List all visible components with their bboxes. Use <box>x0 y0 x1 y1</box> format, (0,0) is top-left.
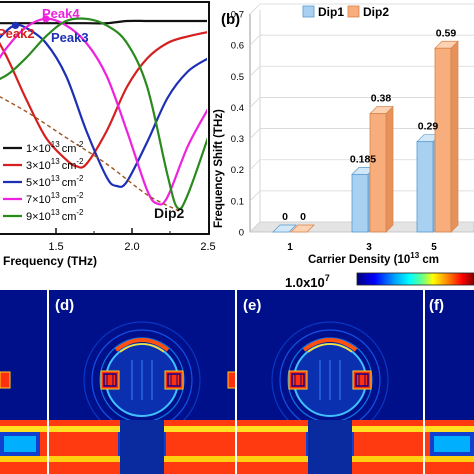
gridline <box>249 128 474 139</box>
gridline <box>249 159 474 170</box>
bar-value-label: 0.59 <box>436 27 457 39</box>
legend-entry: 5×1013 cm-2 <box>3 174 84 189</box>
panel-b-x-axis-title: Carrier Density (1013 cm <box>308 251 439 266</box>
panel-a-x-axis-title: Frequency (THz) <box>3 254 97 268</box>
panel-a-curves <box>0 17 207 211</box>
legend-swatch-dip1 <box>302 5 315 18</box>
panel-a-frame <box>0 1 210 235</box>
y-tick-label: 0.3 <box>231 134 244 145</box>
gridline <box>249 221 474 233</box>
colorbar: 1.0x107 <box>285 272 474 290</box>
peak3-label: Peak3 <box>51 30 89 45</box>
x-tick-label: 2.0 <box>124 241 139 253</box>
gridline <box>249 97 474 108</box>
panel-a-peak-markers <box>11 15 50 29</box>
bar-value-label: 0.29 <box>418 121 439 133</box>
bar-dip1-1 <box>272 224 297 233</box>
peak2-label: Peak2 <box>0 26 35 41</box>
gridline <box>249 190 474 202</box>
gridline <box>249 65 474 77</box>
panel-b-value-labels: 0 0 0.185 0.38 0.29 0.59 <box>282 27 456 223</box>
x-category-label: 3 <box>366 242 372 253</box>
series-line-2 <box>0 31 207 169</box>
legend-entry: 1×1013 cm-2 <box>3 140 84 155</box>
peak-marker <box>42 15 50 23</box>
field-map-label-e: (e) <box>243 297 261 314</box>
y-tick-label: 0.5 <box>231 72 244 83</box>
bar-dip2-1 <box>290 224 315 233</box>
series-line-1 <box>0 19 207 25</box>
y-tick-label: 0.6 <box>231 41 244 52</box>
panel-b-bars <box>272 40 459 233</box>
panel-b-y-ticks: 0 0.1 0.2 0.3 0.4 0.5 0.6 0.7 <box>231 10 244 239</box>
panel-b-legend: Dip1 Dip2 <box>302 5 389 19</box>
x-category-label: 5 <box>431 242 437 253</box>
field-map-e <box>271 321 389 439</box>
dip2-trend-line <box>0 96 178 211</box>
peak4-label: Peak4 <box>42 6 80 21</box>
bar-value-label: 0.38 <box>371 93 392 105</box>
legend-label-dip2: Dip2 <box>363 5 389 19</box>
legend-entry: 9×1013 cm-2 <box>3 208 84 223</box>
panel-b-gridlines <box>249 3 474 233</box>
gridline <box>249 34 474 46</box>
series-line-3 <box>0 23 207 188</box>
bar-value-label: 0 <box>282 211 288 223</box>
panel-a-legend: 1×1013 cm-2 3×1013 cm-2 5×1013 cm-2 7×1013 c… <box>3 140 84 223</box>
y-tick-label: 0.7 <box>231 10 244 21</box>
x-tick-label: 2.5 <box>200 241 215 253</box>
x-category-label: 1 <box>287 242 293 253</box>
field-map-label-d: (d) <box>55 297 74 314</box>
colorbar-gradient <box>356 272 474 286</box>
x-tick-label: 1.5 <box>48 241 63 253</box>
series-line-4 <box>0 17 207 206</box>
series-line-5 <box>0 17 207 211</box>
field-map-label-f: (f) <box>429 297 444 314</box>
gridline <box>249 3 474 15</box>
bar-dip2-3 <box>369 105 394 233</box>
panel-b: 00.10.20.30.40.50.60.7 0 00.1850.380.290.… <box>213 3 474 266</box>
panel-a-x-ticks: 1.5 2.0 2.5 <box>48 228 216 253</box>
peak-marker <box>11 21 20 29</box>
field-maps: (d) (e) (f) <box>0 290 474 474</box>
legend-swatch-dip2 <box>347 5 360 18</box>
dip2-label: Dip2 <box>154 205 185 221</box>
panel-b-tag: (b) <box>221 11 240 28</box>
y-tick-label: 0.2 <box>231 165 244 176</box>
y-tick-label: 0.4 <box>231 103 244 114</box>
panel-b-y-axis-title: Frequency Shift (THz) <box>213 109 225 228</box>
legend-entry: 3×1013 cm-2 <box>3 157 84 172</box>
bar-dip2-5 <box>434 40 459 233</box>
bar-value-label: 0.185 <box>350 153 376 165</box>
colorbar-max-label: 1.0x107 <box>285 273 330 290</box>
y-tick-label: 0 <box>239 228 244 239</box>
bar-value-label: 0 <box>300 211 306 223</box>
y-tick-label: 0.1 <box>231 196 244 207</box>
legend-label-dip1: Dip1 <box>318 5 344 19</box>
legend-entry: 7×1013 cm-2 <box>3 191 84 206</box>
panel-a: 1.5 2.0 2.5 Frequency (THz) Peak2 Peak4 … <box>0 1 216 268</box>
